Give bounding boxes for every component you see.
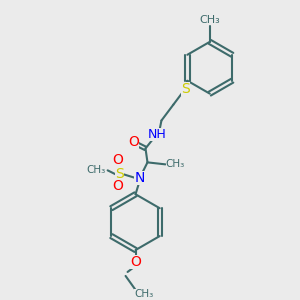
Text: CH₃: CH₃ [134, 289, 153, 299]
Text: CH₃: CH₃ [166, 159, 185, 170]
Text: S: S [115, 167, 124, 181]
Text: O: O [128, 136, 139, 149]
Text: O: O [130, 255, 141, 269]
Text: O: O [112, 153, 123, 167]
Text: CH₃: CH₃ [200, 15, 220, 25]
Text: S: S [181, 82, 190, 96]
Text: NH: NH [148, 128, 167, 141]
Text: CH₃: CH₃ [86, 165, 105, 175]
Text: N: N [134, 171, 145, 185]
Text: O: O [112, 179, 123, 193]
